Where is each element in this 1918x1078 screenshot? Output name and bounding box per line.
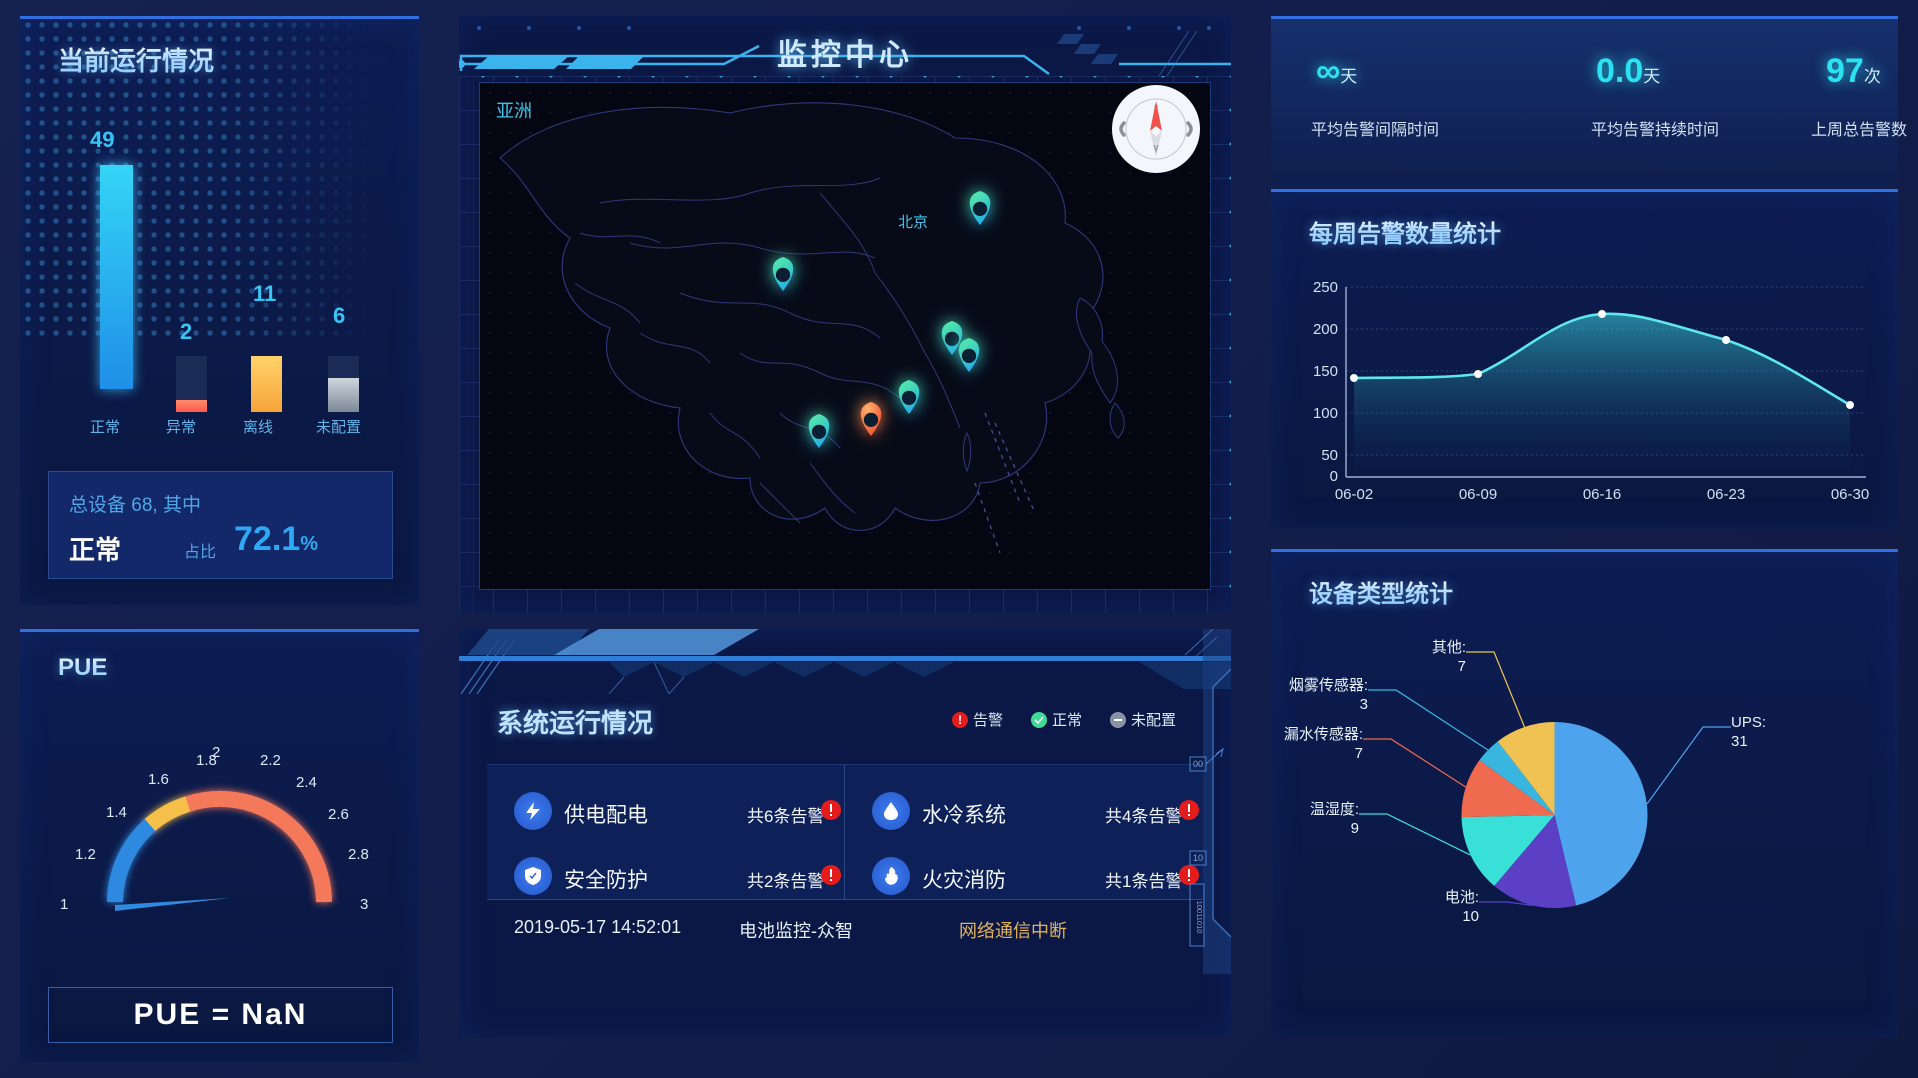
svg-text:10: 10	[1462, 908, 1479, 925]
svg-text:7: 7	[1355, 745, 1363, 762]
svg-text:0: 0	[1330, 468, 1338, 485]
svg-text:1.2: 1.2	[75, 846, 96, 863]
svg-text:其他:: 其他:	[1432, 639, 1466, 656]
svg-text:!: !	[958, 713, 962, 727]
svg-text:1.6: 1.6	[148, 771, 169, 788]
svg-text:2.2: 2.2	[260, 752, 281, 769]
svg-text:7: 7	[1458, 658, 1466, 675]
svg-text:3: 3	[1360, 696, 1368, 713]
svg-text:06-09: 06-09	[1459, 486, 1497, 503]
svg-text:06-02: 06-02	[1335, 486, 1373, 503]
svg-text:2: 2	[212, 744, 220, 761]
svg-text:漏水传感器:: 漏水传感器:	[1284, 726, 1363, 743]
svg-text:150: 150	[1313, 363, 1338, 380]
svg-text:00: 00	[1193, 759, 1203, 769]
svg-text:10: 10	[1193, 853, 1203, 863]
svg-text:10011010: 10011010	[1195, 901, 1204, 934]
svg-text:9: 9	[1351, 820, 1359, 837]
svg-text:06-16: 06-16	[1583, 486, 1621, 503]
svg-text:温湿度:: 温湿度:	[1310, 801, 1359, 818]
svg-text:100: 100	[1313, 405, 1338, 422]
svg-text:UPS:: UPS:	[1731, 714, 1766, 731]
svg-text:50: 50	[1321, 447, 1338, 464]
svg-text:3: 3	[360, 896, 368, 913]
svg-text:2.8: 2.8	[348, 846, 369, 863]
svg-text:250: 250	[1313, 279, 1338, 296]
svg-text:1: 1	[60, 896, 68, 913]
svg-text:烟雾传感器:: 烟雾传感器:	[1289, 677, 1368, 694]
svg-text:2.6: 2.6	[328, 806, 349, 823]
svg-text:2.4: 2.4	[296, 774, 317, 791]
svg-text:1.4: 1.4	[106, 804, 127, 821]
svg-text:06-23: 06-23	[1707, 486, 1745, 503]
svg-text:06-30: 06-30	[1831, 486, 1869, 503]
svg-text:电池:: 电池:	[1445, 889, 1479, 906]
svg-text:31: 31	[1731, 733, 1748, 750]
svg-text:200: 200	[1313, 321, 1338, 338]
